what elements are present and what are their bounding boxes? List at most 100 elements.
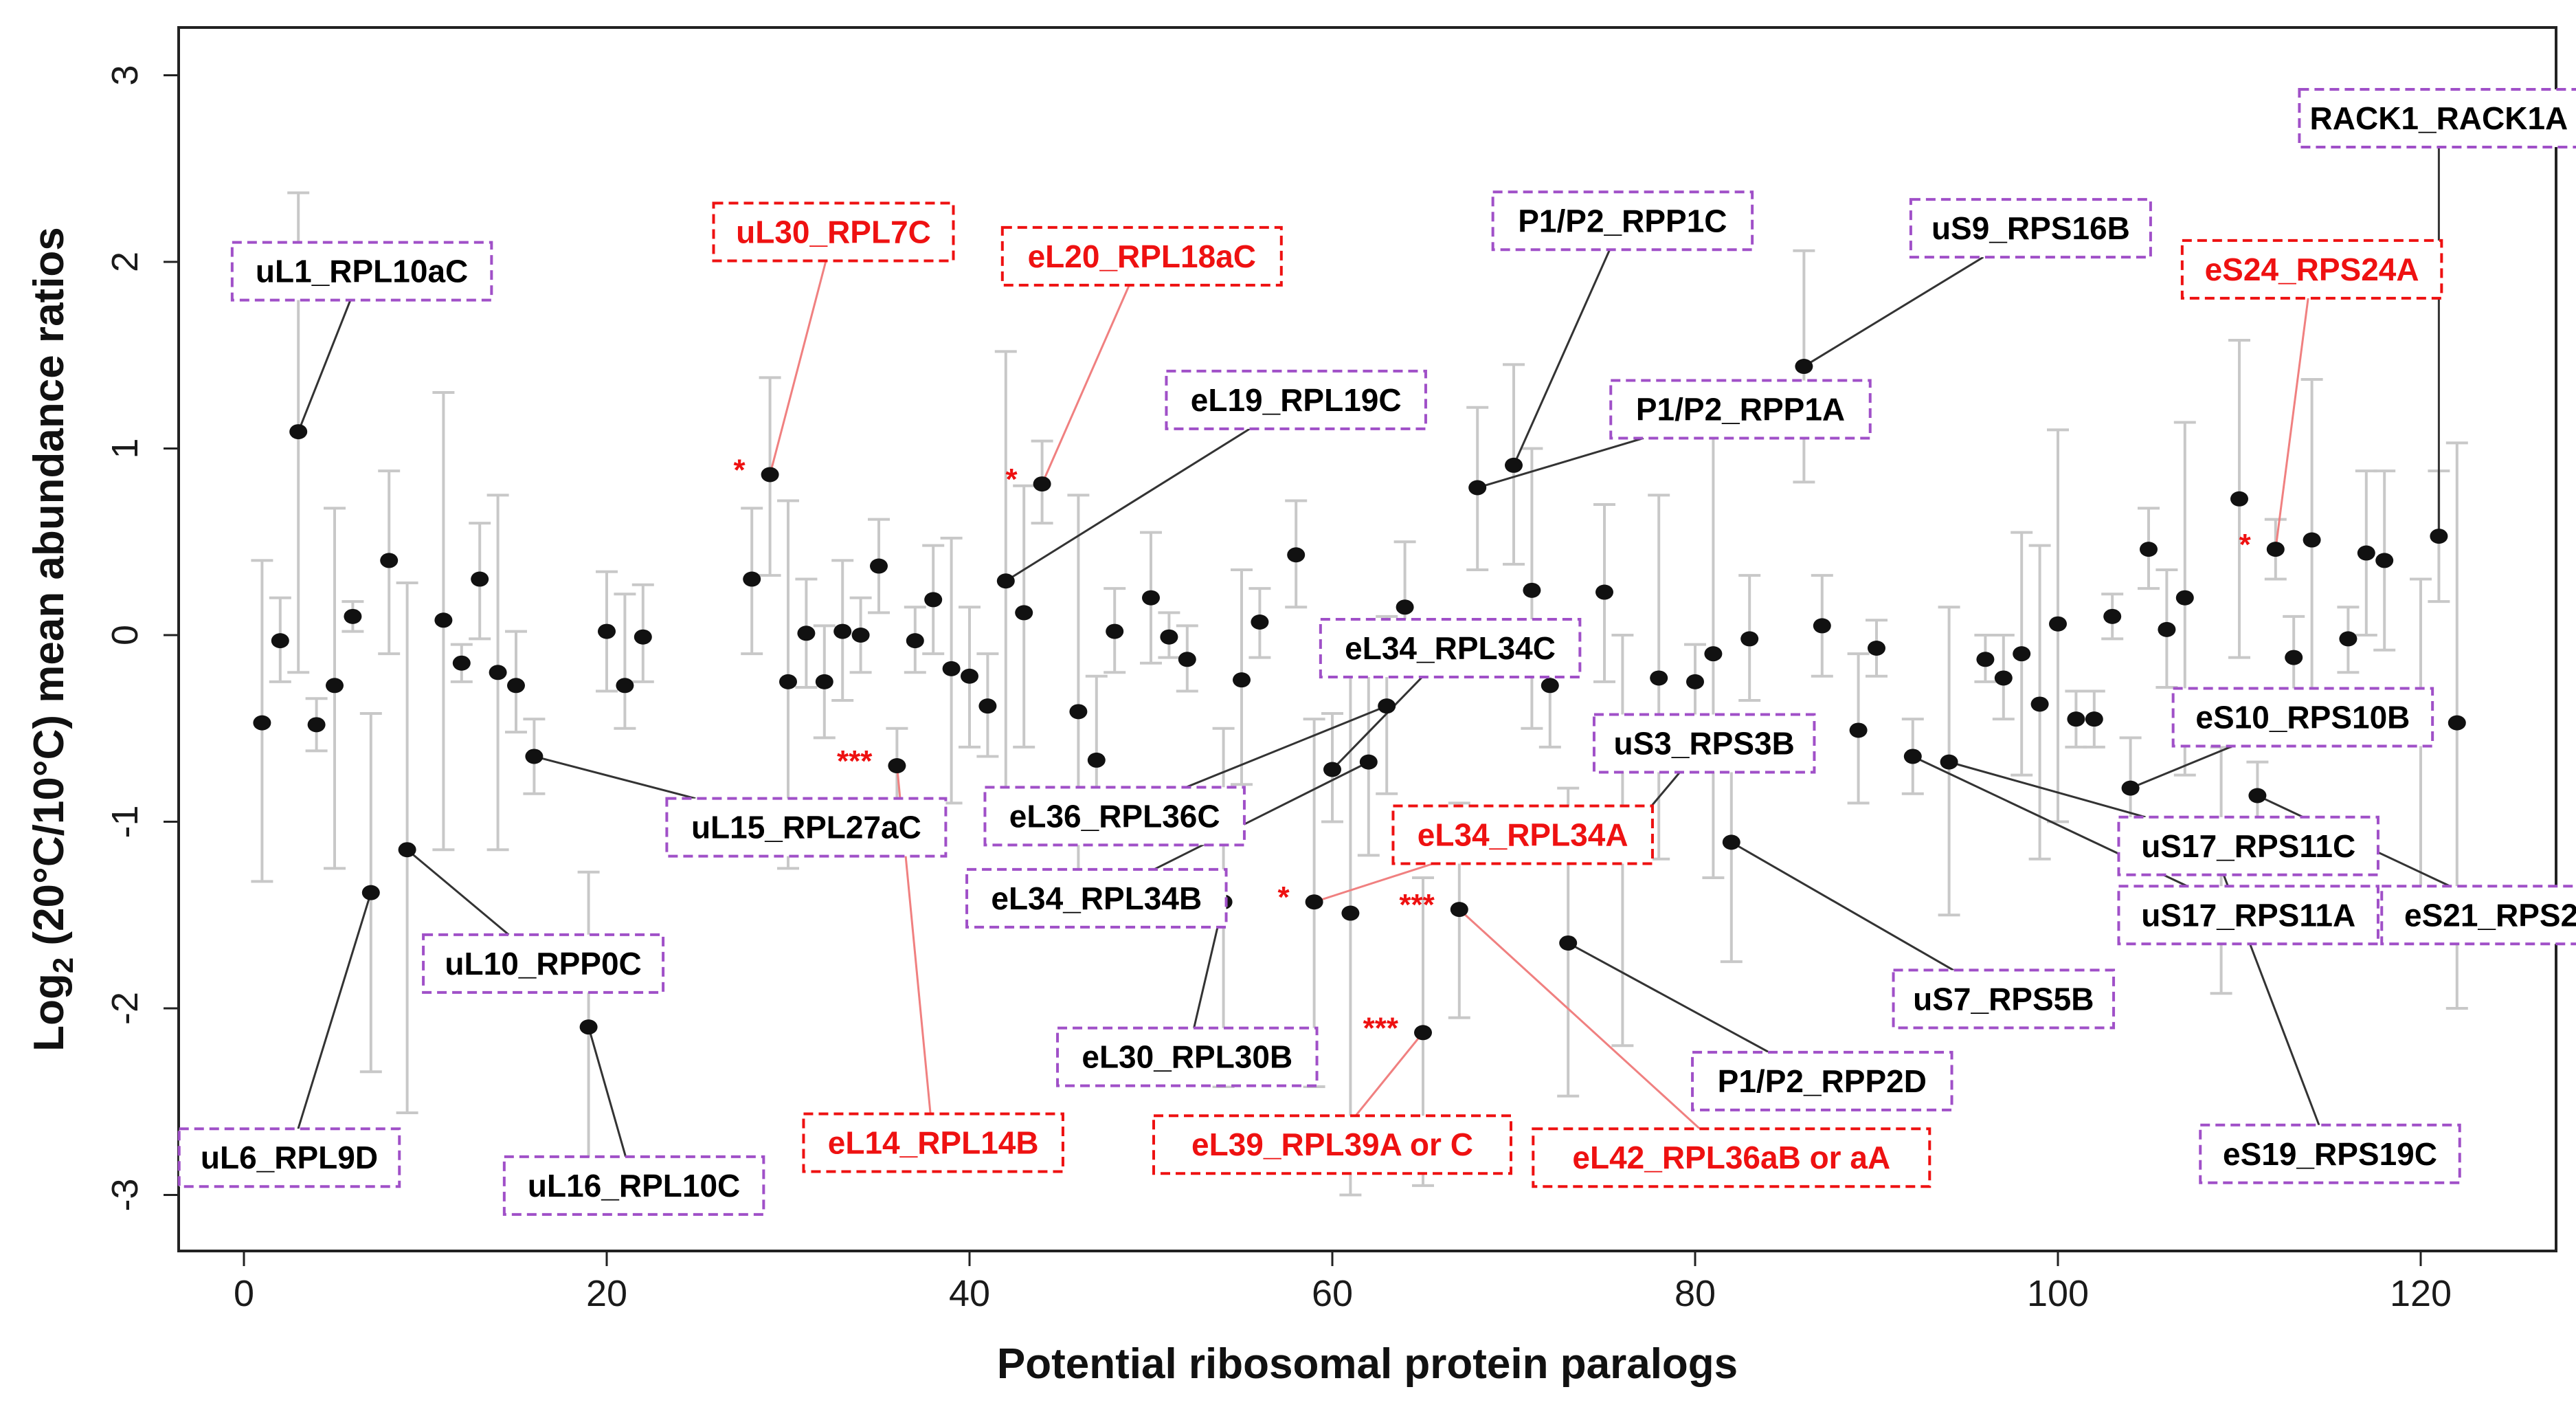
point-label-box bbox=[2171, 687, 2434, 748]
data-point bbox=[1233, 672, 1251, 688]
data-point bbox=[1396, 599, 1414, 615]
point-label: uS17_RPS11A bbox=[2117, 885, 2379, 946]
leader-line bbox=[1354, 1032, 1424, 1117]
point-label: uS17_RPS11C bbox=[2117, 815, 2379, 876]
significance-stars: *** bbox=[1399, 888, 1435, 922]
data-point bbox=[1033, 476, 1051, 492]
data-point bbox=[2230, 491, 2248, 507]
leader-line bbox=[1041, 285, 1130, 485]
data-point bbox=[1505, 457, 1523, 473]
data-point bbox=[2049, 616, 2067, 632]
point-label-box bbox=[1152, 1114, 1512, 1175]
data-point bbox=[797, 625, 816, 641]
point-label: uL30_RPL7C bbox=[712, 201, 955, 263]
data-point bbox=[1976, 652, 1995, 667]
leader-line bbox=[1731, 841, 1954, 971]
data-point bbox=[1087, 752, 1106, 768]
data-point bbox=[1069, 704, 1088, 720]
data-point bbox=[1541, 678, 1559, 694]
point-label: uL10_RPP0C bbox=[422, 933, 665, 994]
data-point bbox=[452, 655, 471, 671]
data-point bbox=[2266, 542, 2285, 557]
data-point bbox=[1704, 646, 1723, 662]
y-tick-label: -2 bbox=[104, 992, 146, 1025]
significance-stars: *** bbox=[1363, 1011, 1399, 1045]
leader-line bbox=[534, 755, 696, 800]
x-tick-label: 40 bbox=[949, 1273, 990, 1314]
point-label-text: P1/P2_RPP1C bbox=[1518, 203, 1727, 239]
data-point bbox=[1468, 480, 1487, 496]
data-point bbox=[978, 698, 997, 714]
data-point bbox=[1595, 584, 1613, 600]
data-point bbox=[870, 558, 888, 574]
data-point bbox=[616, 678, 634, 694]
point-label: eL20_RPL18aC bbox=[1000, 225, 1283, 287]
point-label-box bbox=[1000, 225, 1283, 287]
point-label-box bbox=[712, 201, 955, 263]
point-label-box bbox=[2180, 239, 2443, 300]
leader-line bbox=[1458, 908, 1701, 1130]
label-layer: uL1_RPL10aC uL6_RPL9D uL10_RPP0C uL15_RPL27… bbox=[177, 87, 2576, 1216]
data-point bbox=[1795, 359, 1813, 375]
point-label-text: eL20_RPL18aC bbox=[1028, 239, 1256, 274]
y-axis-title-main: Log bbox=[25, 973, 73, 1052]
point-label-text: eS24_RPS24A bbox=[2205, 252, 2419, 287]
data-point bbox=[779, 674, 797, 689]
leader-line bbox=[2274, 298, 2309, 550]
point-label: eS24_RPS24A bbox=[2180, 239, 2443, 300]
point-label-box bbox=[1056, 1026, 1319, 1087]
point-label-box bbox=[1691, 1050, 1953, 1111]
point-layer bbox=[253, 359, 2466, 1041]
plot-frame bbox=[177, 26, 2557, 1252]
x-tick-label: 20 bbox=[586, 1273, 627, 1314]
data-point bbox=[307, 717, 326, 733]
point-label-text: eL42_RPL36aB or aA bbox=[1572, 1140, 1890, 1175]
point-label-text: uS7_RPS5B bbox=[1913, 981, 2094, 1017]
leader-line bbox=[1154, 761, 1369, 871]
data-point bbox=[761, 467, 779, 483]
data-point bbox=[1686, 674, 1704, 689]
data-point bbox=[1341, 905, 1360, 921]
significance-stars: * bbox=[2239, 528, 2252, 562]
point-label-text: uL6_RPL9D bbox=[201, 1140, 378, 1175]
data-point bbox=[2248, 788, 2267, 804]
point-label: uL1_RPL10aC bbox=[230, 241, 493, 302]
point-label: eL14_RPL14B bbox=[802, 1112, 1064, 1173]
point-label-box bbox=[1391, 804, 1654, 865]
data-point bbox=[1305, 894, 1323, 910]
data-point bbox=[1813, 618, 1831, 634]
point-label: eS19_RPS19C bbox=[2199, 1123, 2461, 1184]
data-point bbox=[2103, 608, 2122, 624]
data-point bbox=[815, 674, 833, 689]
point-label-text: uS3_RPS3B bbox=[1614, 725, 1795, 761]
data-point bbox=[380, 553, 399, 568]
data-point bbox=[525, 749, 544, 764]
data-point bbox=[1722, 834, 1740, 850]
leader-line bbox=[297, 300, 352, 432]
point-label-text: eL36_RPL36C bbox=[1009, 798, 1220, 834]
point-label-text: eL39_RPL39A or C bbox=[1191, 1127, 1473, 1162]
data-point bbox=[1142, 590, 1160, 606]
leader-line bbox=[1477, 437, 1644, 489]
point-label: uS9_RPS16B bbox=[1909, 198, 2152, 259]
y-tick-label: -3 bbox=[104, 1178, 146, 1211]
point-label: eL34_RPL34A bbox=[1391, 804, 1654, 865]
data-point bbox=[489, 665, 507, 680]
point-label-text: eS19_RPS19C bbox=[2223, 1136, 2437, 1172]
point-label-box bbox=[802, 1112, 1064, 1173]
data-point bbox=[2339, 631, 2357, 647]
significance-layer: ************* bbox=[733, 454, 2251, 1045]
data-point bbox=[1740, 631, 1759, 647]
point-label-box bbox=[1165, 369, 1427, 430]
x-axis-title: Potential ribosomal protein paralogs bbox=[997, 1340, 1738, 1388]
significance-stars: * bbox=[1277, 880, 1290, 914]
point-label-text: uL16_RPL10C bbox=[528, 1168, 740, 1204]
point-label-box bbox=[422, 933, 665, 994]
data-point bbox=[2013, 646, 2031, 662]
data-point bbox=[2158, 621, 2176, 637]
leader-line bbox=[769, 261, 827, 475]
x-tick-label: 120 bbox=[2390, 1273, 2452, 1314]
data-point bbox=[507, 678, 525, 694]
data-point bbox=[1178, 652, 1196, 667]
leader-line bbox=[587, 1026, 627, 1157]
